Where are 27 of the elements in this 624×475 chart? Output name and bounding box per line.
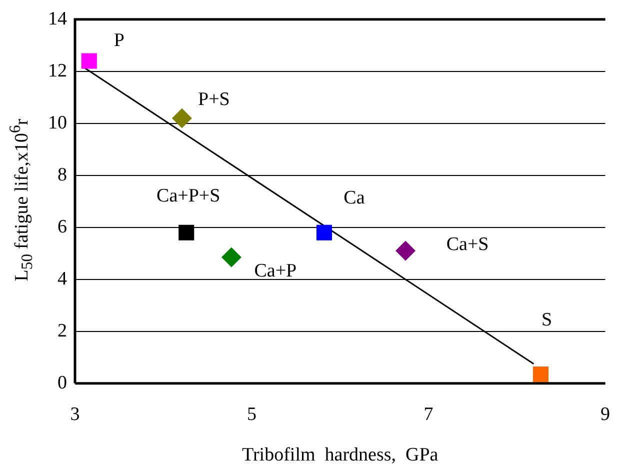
point [221,247,242,268]
series-label: P [114,30,124,51]
series-label: Ca+P+S [156,186,220,207]
x-tick-label: 9 [600,404,610,425]
y-tick-label: 0 [58,372,67,394]
y-tick-label: 4 [58,268,68,290]
series-label: Ca [344,188,366,209]
series-label: P+S [198,89,230,110]
y-tick-label: 2 [58,320,67,342]
series-label: S [541,309,552,330]
x-tick-label: 7 [424,404,434,425]
series-label: Ca+S [446,234,489,255]
point [532,366,549,382]
y-tick-label: 10 [48,112,67,134]
point [81,53,97,69]
x-tick-label: 3 [70,404,80,425]
y-tick-label: 14 [48,8,68,30]
y-tick-label: 6 [58,216,67,238]
series-label: Ca+P [254,260,297,282]
point [172,108,192,128]
y-tick-label: 12 [48,60,67,82]
x-axis-title: Tribofilm hardness, GPa [242,444,439,466]
point [316,224,332,240]
point [178,224,194,240]
y-tick-label: 8 [58,164,67,186]
point [396,240,416,261]
x-tick-label: 5 [247,404,256,425]
